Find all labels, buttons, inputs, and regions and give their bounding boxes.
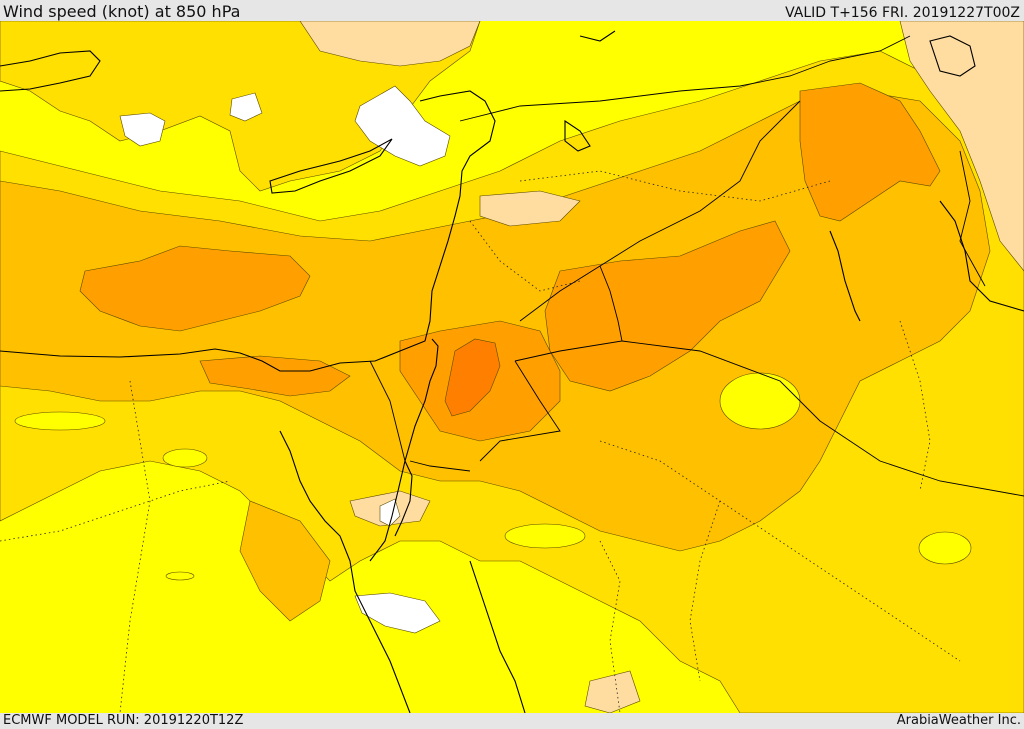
wind-band-alt (584, 670, 641, 713)
provider-label: ArabiaWeather Inc. (896, 713, 1021, 728)
wind-band-high (199, 355, 351, 397)
wind-band-alt (899, 21, 1024, 272)
coastlines (0, 30, 1024, 713)
wind-band-alt (299, 21, 481, 67)
low-wind-pocket (14, 411, 106, 431)
calm-area (229, 92, 263, 122)
wind-band-mid-high (239, 500, 331, 622)
map-title: Wind speed (knot) at 850 hPa (3, 2, 241, 21)
header-bar: Wind speed (knot) at 850 hPa VALID T+156… (0, 0, 1024, 21)
calm-area (119, 112, 166, 147)
model-run-label: ECMWF MODEL RUN: 20191220T12Z (3, 713, 244, 728)
wind-speed-map[interactable] (0, 21, 1024, 713)
low-wind-pocket (165, 571, 195, 581)
footer-bar: ECMWF MODEL RUN: 20191220T12Z ArabiaWeat… (0, 713, 1024, 729)
valid-time-label: VALID T+156 FRI. 20191227T00Z (785, 5, 1020, 21)
wind-band-highest (444, 338, 501, 417)
country-borders (369, 35, 1024, 497)
low-wind-pocket (918, 531, 972, 565)
low-wind-pocket (719, 372, 801, 430)
low-wind-pocket (162, 448, 208, 468)
admin-boundaries (0, 170, 961, 713)
wind-band-high (79, 245, 311, 332)
wind-band-high (799, 82, 941, 222)
calm-area (354, 592, 441, 634)
low-wind-pocket (504, 523, 586, 549)
wind-band-alt (479, 190, 581, 227)
wind-band-high (544, 220, 791, 392)
